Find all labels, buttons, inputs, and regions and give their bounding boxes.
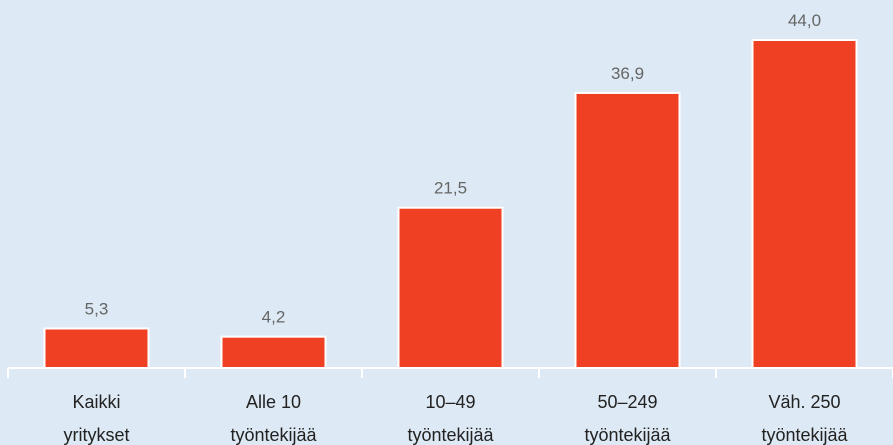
data-label: 36,9 <box>611 64 644 83</box>
x-tick-label: Kaikki yritykset <box>63 392 130 445</box>
bar <box>574 91 681 369</box>
bar <box>43 327 150 369</box>
x-tick-label: Alle 10 työntekijää <box>230 392 317 445</box>
bar <box>751 39 858 369</box>
x-tick-label: 50–249 työntekijää <box>584 392 671 445</box>
data-label: 21,5 <box>434 179 467 198</box>
data-label: 44,0 <box>788 11 821 30</box>
x-tick-label: 10–49 työntekijää <box>407 392 494 445</box>
x-tick-label: Väh. 250 työntekijää <box>761 392 848 445</box>
data-label: 5,3 <box>85 299 109 318</box>
bar <box>397 206 504 369</box>
data-label: 4,2 <box>262 308 286 327</box>
bar <box>220 335 327 370</box>
